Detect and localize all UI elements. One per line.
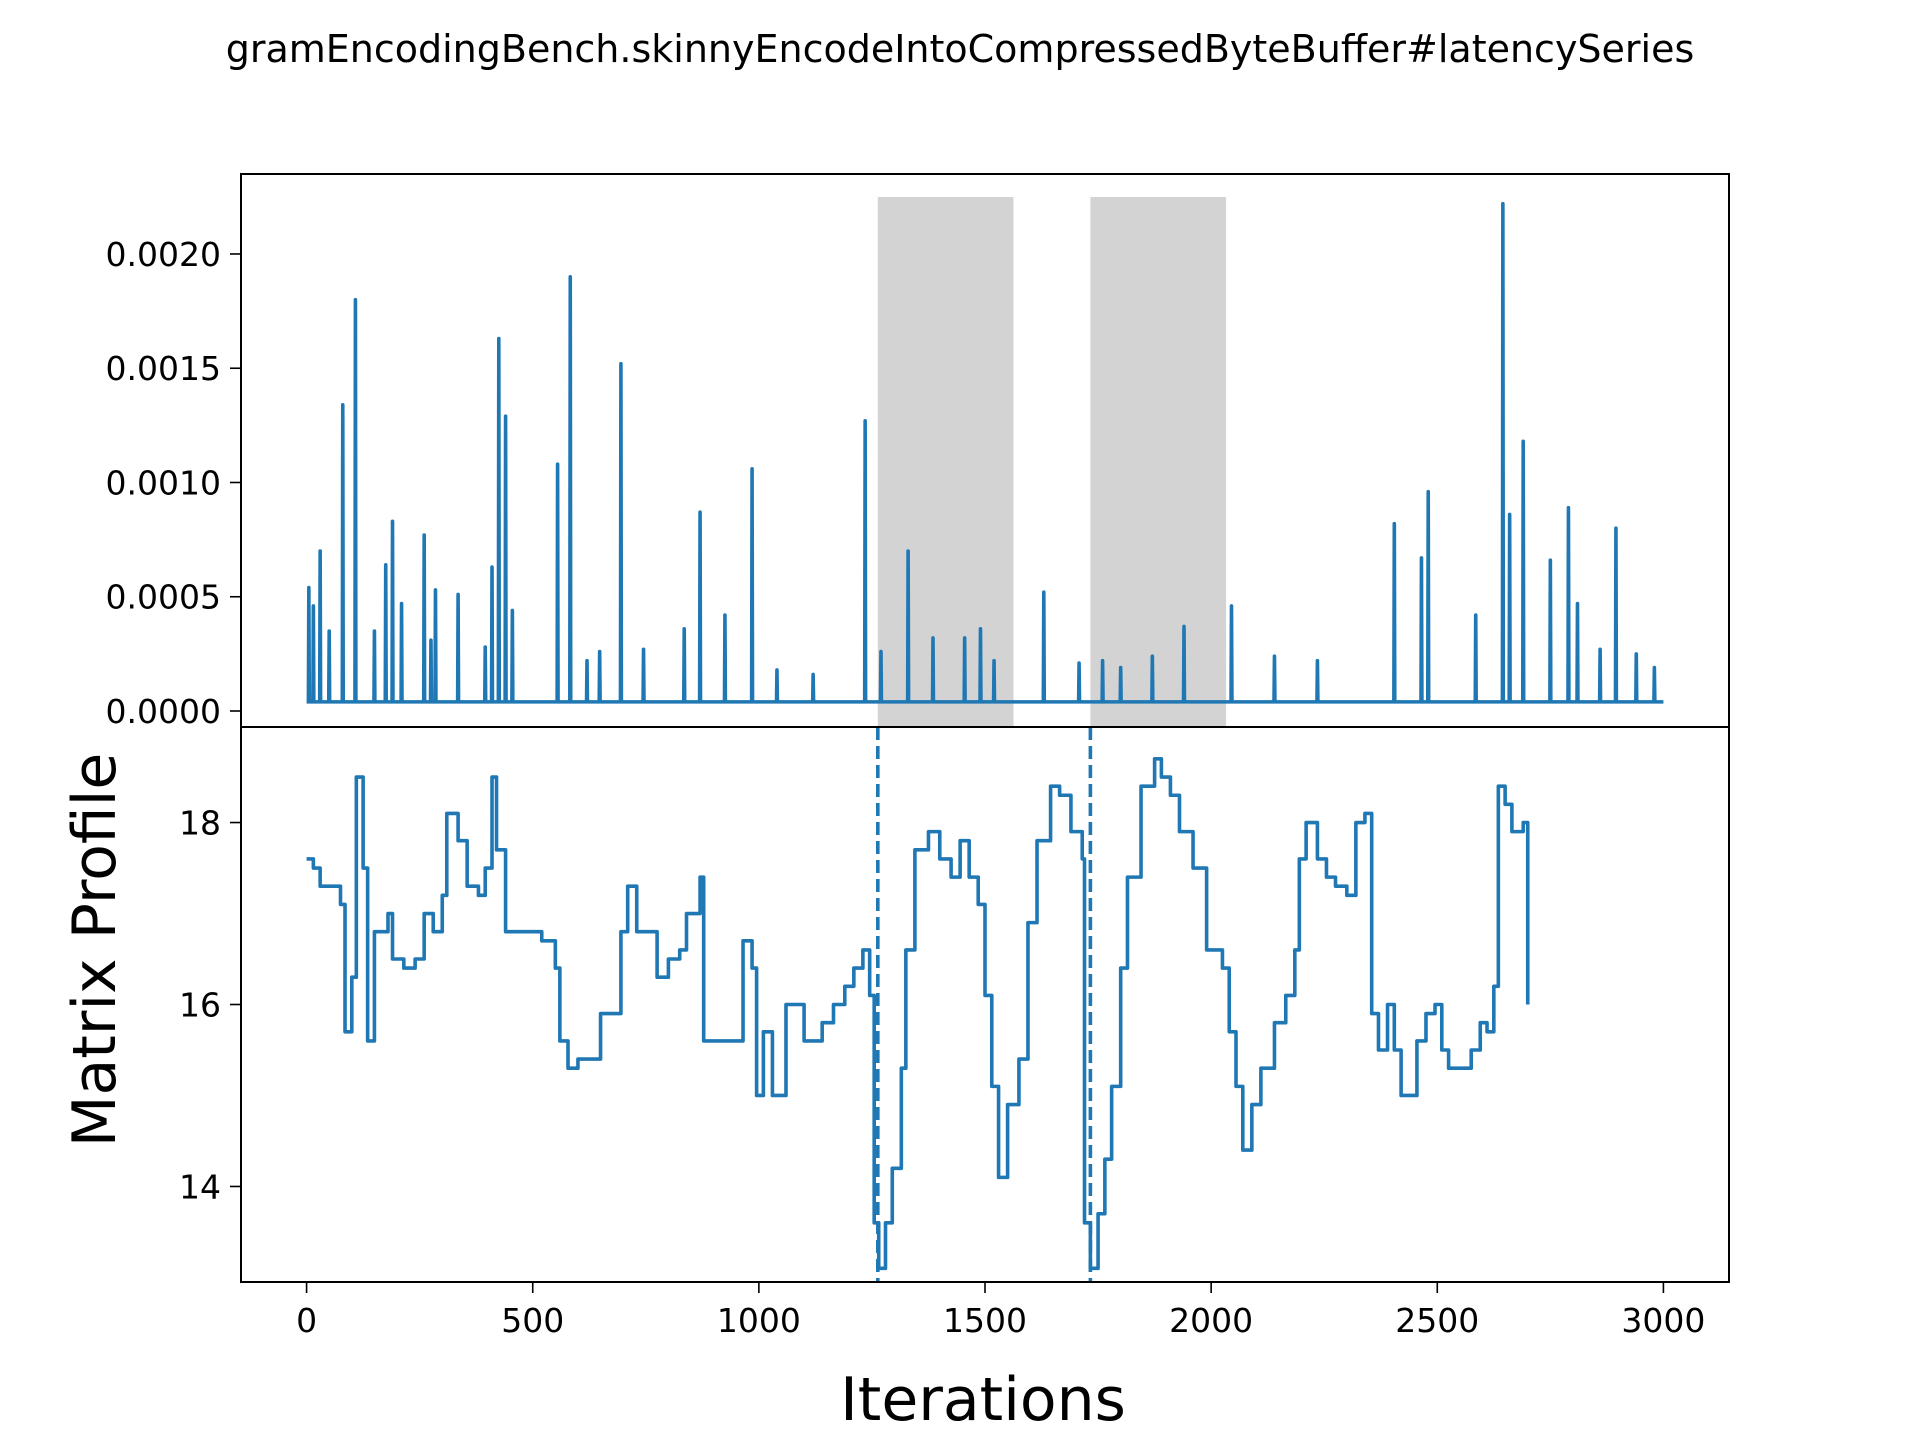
y-tick-label-matrix-profile-0: 14: [179, 1167, 221, 1206]
matrix-profile-frame: [240, 726, 1730, 1283]
x-tick-label-3: 1500: [943, 1301, 1027, 1340]
y-tick-label-latency-0: 0.0000: [106, 692, 221, 731]
y-tick-label-latency-3: 0.0015: [106, 349, 221, 388]
shaded-region-2: [1090, 197, 1227, 727]
x-axis-label: Iterations: [840, 1365, 1126, 1435]
latency-panel: 0.0000 0.0005 0.0010 0.0015 0.0020: [106, 173, 1730, 731]
y-tick-label-latency-1: 0.0005: [106, 578, 221, 617]
y-tick-label-matrix-profile-1: 16: [179, 986, 221, 1025]
x-tick-label-6: 3000: [1621, 1301, 1705, 1340]
x-tick-label-0: 0: [296, 1301, 317, 1340]
y-tick-label-latency-4: 0.0020: [106, 235, 221, 274]
matrix-profile-line: [306, 757, 1530, 1271]
x-tick-label-2: 1000: [717, 1301, 801, 1340]
shaded-region-1: [877, 197, 1014, 727]
x-tick-label-4: 2000: [1169, 1301, 1253, 1340]
y-tick-label-matrix-profile-2: 18: [179, 804, 221, 843]
y-axis-label: Matrix Profile: [60, 753, 130, 1148]
matrix-profile-panel: 14 16 18: [179, 726, 1730, 1283]
x-tick-label-5: 2500: [1395, 1301, 1479, 1340]
y-tick-label-latency-2: 0.0010: [106, 463, 221, 502]
chart-title: gramEncodingBench.skinnyEncodeIntoCompre…: [226, 27, 1695, 71]
x-axis-ticks: 0 500 1000 1500 2000 2500 3000: [296, 1282, 1705, 1340]
x-tick-label-1: 500: [501, 1301, 564, 1340]
